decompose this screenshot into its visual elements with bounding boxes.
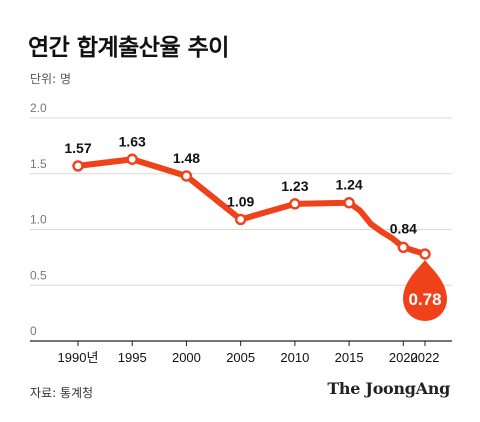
data-point (397, 241, 410, 254)
highlight-drop (403, 260, 447, 322)
x-tick-label: 2000 (172, 350, 201, 365)
y-tick-label: 1.5 (30, 157, 47, 171)
chart-title: 연간 합계출산율 추이 (28, 35, 229, 61)
highlight-label: 0.78 (408, 290, 441, 309)
x-tick-label: 1995 (118, 350, 147, 365)
data-point (180, 170, 193, 182)
y-tick-label: 0.5 (30, 268, 47, 282)
data-point (419, 248, 431, 260)
x-tick-label: 2022 (411, 350, 440, 365)
unit-label: 단위: 명 (30, 72, 71, 86)
data-label: 1.09 (227, 193, 254, 209)
highlight-marker: 0.78 (403, 260, 447, 322)
x-tick-label: 2015 (335, 350, 364, 365)
data-point (343, 197, 355, 209)
y-axis-ticks: 0 0.5 1.0 1.5 2.0 (30, 101, 47, 338)
y-tick-label: 0 (30, 324, 37, 338)
brand-logo: The JoongAng (327, 379, 450, 398)
data-labels: 1.57 1.63 1.48 1.09 1.23 1.24 0.84 (64, 133, 417, 236)
data-point (72, 160, 84, 172)
data-points (72, 153, 431, 260)
data-point (126, 153, 138, 165)
data-label: 1.57 (64, 140, 91, 156)
data-label: 1.63 (119, 133, 146, 149)
source-label: 자료: 통계청 (30, 386, 94, 400)
data-label: 0.84 (390, 220, 417, 236)
x-tick-label: 1990년 (58, 350, 99, 365)
data-label: 1.23 (281, 178, 308, 194)
y-tick-label: 1.0 (30, 213, 47, 227)
data-point (234, 213, 247, 226)
data-label: 1.48 (173, 150, 200, 166)
x-tick-label: 2020 (389, 350, 418, 365)
x-tick-label: 2005 (226, 350, 255, 365)
data-label: 1.24 (335, 177, 362, 193)
data-point (289, 198, 301, 210)
y-tick-label: 2.0 (30, 101, 47, 115)
x-tick-label: 2010 (280, 350, 309, 365)
